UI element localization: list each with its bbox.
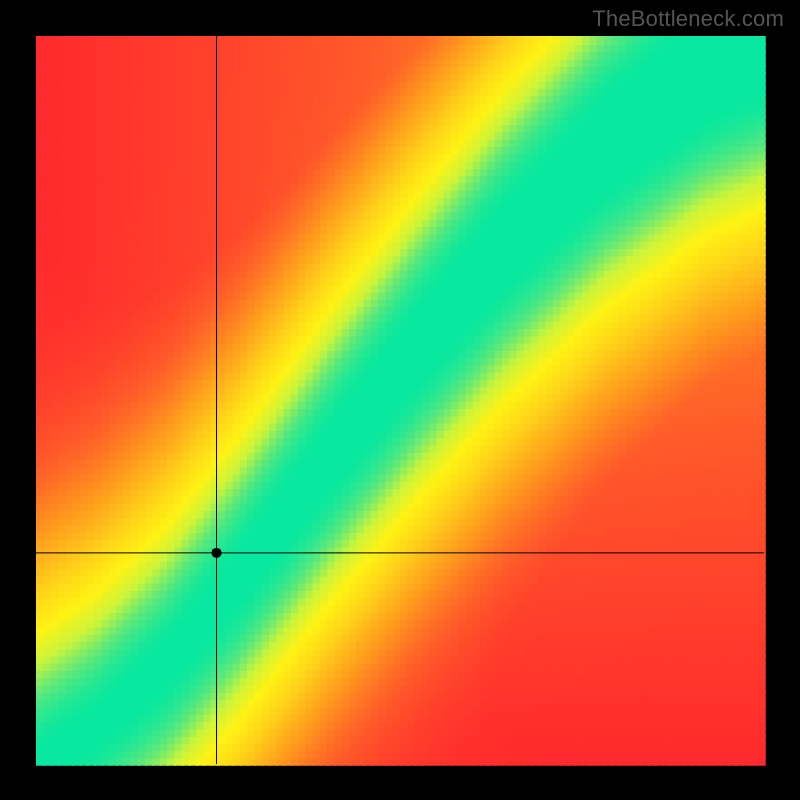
watermark-text: TheBottleneck.com	[592, 6, 784, 32]
chart-container: TheBottleneck.com	[0, 0, 800, 800]
heatmap-canvas	[0, 0, 800, 800]
